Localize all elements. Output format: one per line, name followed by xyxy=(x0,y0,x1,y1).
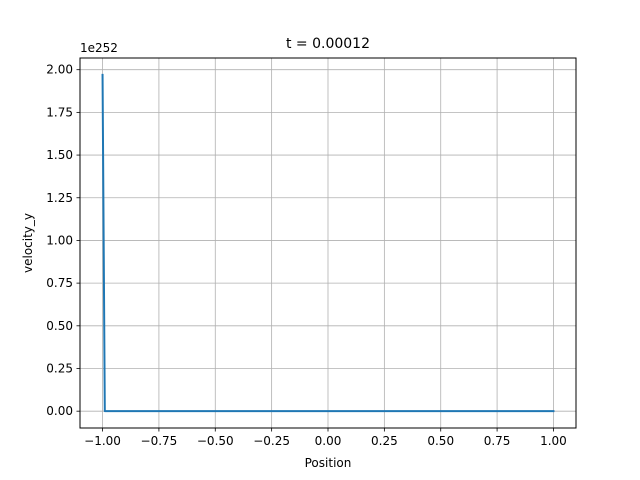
grid xyxy=(80,58,576,428)
x-tick-label: 0.50 xyxy=(427,434,454,448)
y-tick-label: 1.50 xyxy=(46,148,73,162)
x-tick-label: 1.00 xyxy=(540,434,567,448)
x-tick-label: −0.75 xyxy=(141,434,178,448)
ticks: −1.00 −0.75 −0.50 −0.25 0.00 0.25 0.50 0.75 1.00… xyxy=(46,63,567,448)
y-axis-offset-text: 1e252 xyxy=(80,41,118,55)
x-tick-label: −0.25 xyxy=(253,434,290,448)
y-tick-label: 1.00 xyxy=(46,233,73,247)
y-tick-label: 1.25 xyxy=(46,191,73,205)
x-tick-label: −1.00 xyxy=(84,434,121,448)
y-tick-label: 0.50 xyxy=(46,319,73,333)
y-tick-label: 1.75 xyxy=(46,105,73,119)
y-axis-label: velocity_y xyxy=(21,213,35,273)
y-tick-label: 0.25 xyxy=(46,361,73,375)
y-tick-label: 0.00 xyxy=(46,404,73,418)
chart-title: t = 0.00012 xyxy=(286,36,370,52)
y-tick-label: 2.00 xyxy=(46,63,73,77)
x-tick-label: −0.50 xyxy=(197,434,234,448)
series-line-0 xyxy=(101,73,555,413)
x-tick-label: 0.25 xyxy=(371,434,398,448)
x-axis-label: Position xyxy=(305,456,352,470)
x-tick-label: 0.00 xyxy=(315,434,342,448)
series-layer xyxy=(101,73,555,413)
x-tick-label: 0.75 xyxy=(484,434,511,448)
y-tick-label: 0.75 xyxy=(46,276,73,290)
